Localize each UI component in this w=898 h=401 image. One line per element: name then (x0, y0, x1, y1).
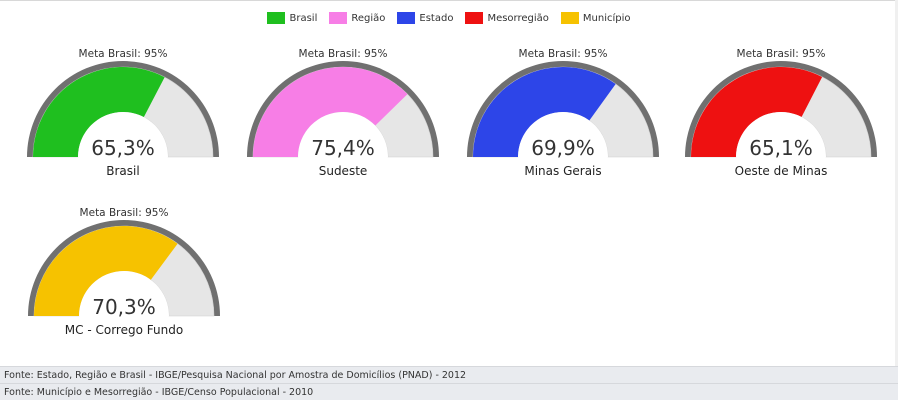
gauge-hub (518, 112, 608, 157)
gauge-name-label: Minas Gerais (524, 164, 601, 178)
gauge-3: Meta Brasil: 95% 65,1% Oeste de Minas (685, 48, 877, 178)
legend-swatch-regiao (329, 12, 348, 24)
gauge-fill (691, 66, 823, 157)
gauge-name-label: Sudeste (319, 164, 368, 178)
gauge-meta-label: Meta Brasil: 95% (519, 48, 608, 60)
gauge-meta-label: Meta Brasil: 95% (80, 207, 169, 219)
legend-label-municipio: Município (582, 12, 631, 24)
legend-item-municipio: Município (560, 12, 631, 24)
gauge-name-label: Oeste de Minas (735, 164, 828, 178)
legend-item-regiao: Região (329, 12, 385, 24)
gauge-value-label: 69,9% (531, 136, 595, 160)
gauge-hub (736, 112, 826, 157)
legend-item-brasil: Brasil (267, 12, 317, 24)
gauge-meta-label: Meta Brasil: 95% (737, 48, 826, 60)
gauge-hub (78, 112, 168, 157)
legend-swatch-brasil (267, 12, 286, 24)
gauge-fill (34, 225, 178, 316)
legend-label-estado: Estado (419, 12, 454, 24)
gauge-value-label: 65,1% (749, 136, 813, 160)
gauge-hub (79, 271, 169, 316)
gauge-4: Meta Brasil: 95% 70,3% MC - Corrego Fundo (28, 207, 220, 337)
gauge-value-label: 65,3% (91, 136, 155, 160)
gauge-2: Meta Brasil: 95% 69,9% Minas Gerais (467, 48, 659, 178)
footer-source-pnad: Fonte: Estado, Região e Brasil - IBGE/Pe… (0, 366, 898, 383)
gauge-meta-label: Meta Brasil: 95% (299, 48, 388, 60)
footer-source-censo: Fonte: Município e Mesorregião - IBGE/Ce… (0, 383, 898, 400)
gauge-value-label: 70,3% (92, 295, 156, 319)
gauge-1: Meta Brasil: 95% 75,4% Sudeste (247, 48, 439, 178)
gauge-name-label: MC - Corrego Fundo (65, 323, 183, 337)
legend-swatch-mesorregiao (465, 12, 484, 24)
legend-swatch-municipio (560, 12, 579, 24)
top-border (0, 0, 898, 1)
gauge-fill (473, 66, 616, 157)
gauge-value-label: 75,4% (311, 136, 375, 160)
gauge-fill (253, 67, 408, 157)
legend-label-mesorregiao: Mesorregião (487, 12, 549, 24)
gauge-fill (33, 66, 165, 157)
legend-item-mesorregiao: Mesorregião (465, 12, 549, 24)
gauge-name-label: Brasil (106, 164, 139, 178)
gauge-meta-label: Meta Brasil: 95% (79, 48, 168, 60)
legend-swatch-estado (397, 12, 416, 24)
legend: Brasil Região Estado Mesorregião Municíp… (0, 12, 898, 24)
gauge-0: Meta Brasil: 95% 65,3% Brasil (27, 48, 219, 178)
gauge-hub (298, 112, 388, 157)
legend-item-estado: Estado (397, 12, 453, 24)
legend-label-brasil: Brasil (289, 12, 318, 24)
legend-label-regiao: Região (351, 12, 386, 24)
right-rule (895, 0, 898, 398)
